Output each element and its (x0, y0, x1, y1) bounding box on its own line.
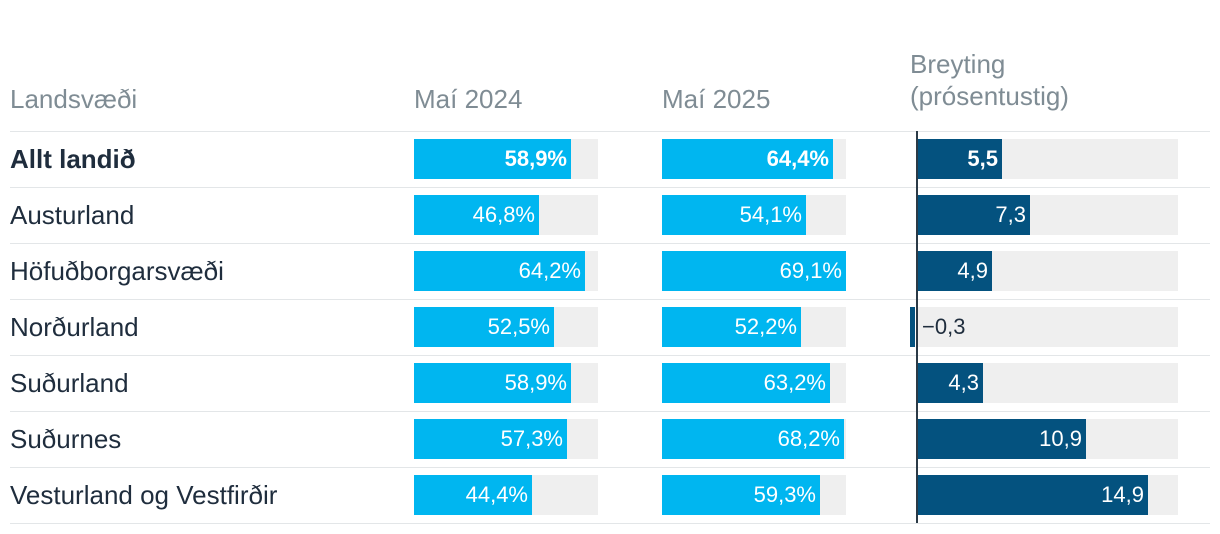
may2024-bar (414, 475, 532, 515)
may2025-value-label: 68,2% (777, 426, 840, 451)
may2025-bar (662, 139, 833, 179)
may2024-bar (414, 195, 539, 235)
may2025-bar-track: 69,1% (662, 251, 846, 291)
table-row: Allt landið 58,9% 64,4% 5,5 (10, 131, 1210, 187)
may2024-value-label: 57,3% (500, 426, 563, 451)
may2024-bar-track: 58,9% (414, 139, 598, 179)
change-bar (916, 419, 1086, 459)
may2024-value-label: 58,9% (504, 146, 567, 171)
change-bar-track: −0,3 (910, 307, 1178, 347)
change-value-label: 4,9 (957, 258, 988, 283)
change-value-label: 4,3 (948, 370, 979, 395)
region-label: Austurland (10, 200, 135, 230)
may2025-bar-track: 59,3% (662, 475, 846, 515)
change-bar (916, 139, 1002, 179)
may2024-bar (414, 419, 567, 459)
may2025-bar-track: 52,2% (662, 307, 846, 347)
may2024-bar-track: 44,4% (414, 475, 598, 515)
change-bar (916, 363, 983, 403)
header-change-line2: (prósentustig) (910, 81, 1069, 111)
table-row: Austurland 46,8% 54,1% 7,3 (10, 187, 1210, 243)
row-divider (10, 299, 1210, 300)
change-bar-track: 5,5 (916, 139, 1178, 179)
header-may-2024: Maí 2024 (414, 84, 523, 114)
may2025-value-label: 54,1% (739, 202, 802, 227)
may2025-bar-track: 54,1% (662, 195, 846, 235)
may2025-value-label: 52,2% (734, 314, 797, 339)
row-divider (10, 243, 1210, 244)
region-label: Höfuðborgarsvæði (10, 256, 224, 286)
row-divider (10, 131, 1210, 132)
row-divider (10, 355, 1210, 356)
header-change: Breyting (prósentustig) (910, 48, 1210, 112)
may2025-value-label: 64,4% (766, 146, 829, 171)
may2025-bar (662, 195, 806, 235)
zero-axis-line (916, 131, 918, 523)
table-row: Höfuðborgarsvæði 64,2% 69,1% 4,9 (10, 243, 1210, 299)
change-bar-track: 4,3 (916, 363, 1178, 403)
table-row: Suðurnes 57,3% 68,2% 10,9 (10, 411, 1210, 467)
may2025-bar (662, 251, 846, 291)
change-value-label: 10,9 (1039, 426, 1082, 451)
table-row: Suðurland 58,9% 63,2% 4,3 (10, 355, 1210, 411)
change-bar (916, 251, 992, 291)
change-bar (916, 195, 1030, 235)
change-bar-track: 4,9 (916, 251, 1178, 291)
may2024-value-label: 58,9% (504, 370, 567, 395)
change-value-label: −0,3 (922, 314, 966, 339)
may2024-value-label: 46,8% (472, 202, 535, 227)
may2024-bar (414, 307, 554, 347)
change-bar-track: 14,9 (916, 475, 1178, 515)
may2025-bar-track: 64,4% (662, 139, 846, 179)
change-bar-track: 7,3 (916, 195, 1178, 235)
may2024-value-label: 64,2% (518, 258, 581, 283)
change-bar-track: 10,9 (916, 419, 1178, 459)
may2024-bar (414, 251, 585, 291)
change-bar (916, 475, 1148, 515)
may2025-bar-track: 68,2% (662, 419, 846, 459)
header-change-line1: Breyting (910, 49, 1006, 79)
may2025-value-label: 69,1% (779, 258, 842, 283)
may2025-bar (662, 307, 801, 347)
change-value-label: 14,9 (1101, 482, 1144, 507)
may2024-value-label: 52,5% (487, 314, 550, 339)
may2024-bar-track: 46,8% (414, 195, 598, 235)
may2025-bar (662, 419, 844, 459)
change-value-label: 5,5 (967, 146, 998, 171)
change-bar (910, 307, 915, 347)
may2025-bar-track: 63,2% (662, 363, 846, 403)
row-divider (10, 411, 1210, 412)
may2024-bar-track: 58,9% (414, 363, 598, 403)
may2024-value-label: 44,4% (465, 482, 528, 507)
may2025-value-label: 59,3% (753, 482, 816, 507)
may2024-bar-track: 64,2% (414, 251, 598, 291)
region-label: Vesturland og Vestfirðir (10, 480, 278, 510)
region-label: Allt landið (10, 144, 136, 174)
may2024-bar-track: 52,5% (414, 307, 598, 347)
row-divider (10, 523, 1210, 524)
region-label: Suðurnes (10, 424, 122, 454)
may2024-bar (414, 363, 571, 403)
header-region: Landsvæði (10, 84, 138, 114)
may2024-bar-track: 57,3% (414, 419, 598, 459)
may2025-bar (662, 475, 820, 515)
table-row: Vesturland og Vestfirðir 44,4% 59,3% 14,9 (10, 467, 1210, 523)
header-may-2025: Maí 2025 (662, 84, 771, 114)
region-label: Suðurland (10, 368, 129, 398)
change-value-label: 7,3 (995, 202, 1026, 227)
row-divider (10, 187, 1210, 188)
may2025-bar (662, 363, 830, 403)
may2024-bar (414, 139, 571, 179)
may2025-value-label: 63,2% (763, 370, 826, 395)
row-divider (10, 467, 1210, 468)
table-row: Norðurland 52,5% 52,2% −0,3 (10, 299, 1210, 355)
region-label: Norðurland (10, 312, 139, 342)
